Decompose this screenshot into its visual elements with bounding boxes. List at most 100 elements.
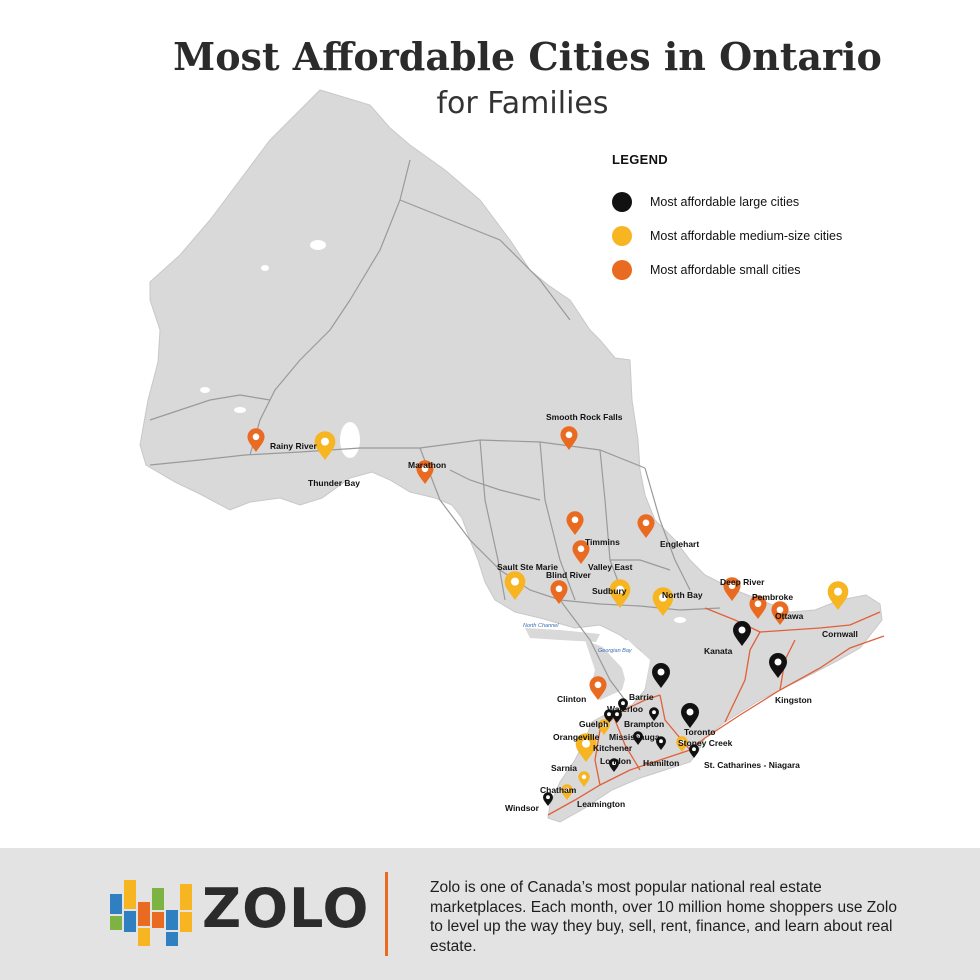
map-pin-hole <box>571 516 579 524</box>
map-pin-body <box>247 428 265 452</box>
manitoulin-island <box>525 628 600 642</box>
logo-bar-segment <box>138 928 150 946</box>
map-pin-icon <box>550 580 568 604</box>
map-pin-body <box>771 601 789 625</box>
map-pin-icon <box>633 731 643 745</box>
map-pin-hole <box>581 739 591 748</box>
map-pin-hole <box>658 593 668 602</box>
map-pin-icon <box>652 663 670 688</box>
map-pin-hole <box>636 734 640 739</box>
map-pin-icon <box>612 709 622 723</box>
city-label-englehart: Englehart <box>660 539 699 549</box>
georgian-bay <box>598 640 650 690</box>
city-label-stoney-creek: Stoney Creek <box>678 738 733 748</box>
map-pin-icon <box>572 540 590 564</box>
map-pin-hole <box>320 437 330 446</box>
legend-swatch-small <box>612 260 632 280</box>
city-label-timmins: Timmins <box>585 537 620 547</box>
map-pin-icon <box>566 511 584 535</box>
footer-divider <box>385 872 388 956</box>
map-pin-icon <box>578 771 590 787</box>
map-pin-body <box>612 709 622 723</box>
map-pin-hole <box>615 585 625 594</box>
map-pin-hole <box>776 606 784 614</box>
city-label-kanata: Kanata <box>704 646 733 656</box>
city-label-ottawa: Ottawa <box>775 611 804 621</box>
legend-item-large: Most affordable large cities <box>612 185 912 219</box>
map-pin-icon <box>598 719 610 735</box>
map-pin-hole <box>657 668 665 676</box>
page-subtitle: for Families <box>436 86 609 121</box>
map-pin-body <box>550 580 568 604</box>
map-pin-icon <box>609 579 631 608</box>
map-pin-hole <box>642 519 650 527</box>
map-pin-hole <box>601 722 607 728</box>
map-pin-hole <box>546 795 550 800</box>
city-label-toronto: Toronto <box>684 727 715 737</box>
legend-label-small: Most affordable small cities <box>650 263 801 277</box>
city-label-london: London <box>600 756 631 766</box>
map-pin-icon <box>689 744 699 758</box>
city-label-hamilton: Hamilton <box>643 758 679 768</box>
city-label-brampton: Brampton <box>624 719 664 729</box>
map-pin-body <box>656 736 666 750</box>
map-pin-icon <box>609 758 619 772</box>
map-pin-icon <box>504 571 526 600</box>
map-pin-icon <box>560 426 578 450</box>
zolo-logo-text: ZOLO <box>202 877 370 940</box>
city-label-guelph: Guelph <box>579 719 608 729</box>
legend-swatch-medium <box>612 226 632 246</box>
city-label-deep-river: Deep River <box>720 577 765 587</box>
map-pin-icon <box>589 676 607 700</box>
map-pin-icon <box>575 733 597 762</box>
map-pin-hole <box>686 708 694 716</box>
map-pin-hole <box>738 626 746 634</box>
map-pin-hole <box>659 739 663 744</box>
map-pin-icon <box>604 709 614 723</box>
city-label-thunder-bay: Thunder Bay <box>308 478 360 488</box>
city-label-pembroke: Pembroke <box>752 592 793 602</box>
city-label-rainy-river: Rainy River <box>270 441 317 451</box>
map-pin-body <box>749 595 767 619</box>
map-legend: LEGEND Most affordable large cities Most… <box>612 152 912 287</box>
map-pin-body <box>572 540 590 564</box>
footer-description: Zolo is one of Canada’s most popular nat… <box>430 879 897 955</box>
map-pin-icon <box>769 653 787 678</box>
logo-bar-segment <box>124 880 136 909</box>
city-label-mississauga: Mississauga <box>609 732 660 742</box>
map-pin-hole <box>565 431 573 439</box>
map-pin-icon <box>649 707 659 721</box>
map-pin-icon <box>247 428 265 452</box>
city-label-clinton: Clinton <box>557 694 586 704</box>
map-pin-body <box>637 514 655 538</box>
map-pin-hole <box>754 600 762 608</box>
footer-banner: ZOLO Zolo is one of Canada’s most popula… <box>0 848 980 980</box>
city-label-sudbury: Sudbury <box>592 586 627 596</box>
map-pin-hole <box>252 433 260 441</box>
logo-bar-segment <box>110 894 122 914</box>
map-pin-icon <box>771 601 789 625</box>
logo-bar-segment <box>152 912 164 928</box>
map-pin-body <box>723 577 741 601</box>
logo-bar-segment <box>138 902 150 927</box>
city-label-leamington: Leamington <box>577 799 625 809</box>
city-label-north-bay: North Bay <box>662 590 703 600</box>
legend-swatch-large <box>612 192 632 212</box>
map-pin-body <box>589 676 607 700</box>
map-pin-hole <box>577 545 585 553</box>
city-label-kingston: Kingston <box>775 695 812 705</box>
logo-bar-segment <box>166 910 178 930</box>
logo-bar-segment <box>166 931 178 946</box>
map-pin-icon <box>561 784 573 800</box>
map-pin-body <box>560 426 578 450</box>
city-label-st-catharines-line: St. Catharines - Niagara <box>704 760 800 770</box>
map-pin-body <box>504 571 526 600</box>
map-pin-hole <box>679 739 685 745</box>
water-label-georgian-bay: Georgian Bay <box>598 648 633 654</box>
legend-item-medium: Most affordable medium-size cities <box>612 219 912 253</box>
city-label-marathon: Marathon <box>408 460 446 470</box>
map-pin-icon <box>314 431 336 460</box>
map-pin-hole <box>594 681 602 689</box>
city-label-cornwall: Cornwall <box>822 629 858 639</box>
ontario-landmass <box>139 89 883 823</box>
